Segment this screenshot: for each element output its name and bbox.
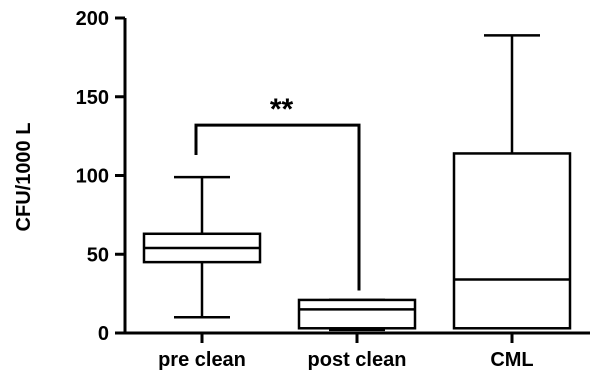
y-tick-label: 200 [76, 8, 109, 30]
y-tick-label: 100 [76, 166, 109, 188]
x-axis: pre clean post clean CML [125, 331, 590, 371]
iqr-box [297, 298, 417, 330]
box-CML [452, 34, 572, 330]
significance-label: ** [270, 93, 294, 126]
significance-bracket [194, 123, 361, 291]
iqr-box [452, 152, 572, 330]
x-category-label: CML [490, 349, 533, 371]
significance-annotation: ** [194, 93, 361, 291]
y-axis: 0 50 100 150 200 [76, 8, 127, 345]
box-pre-clean [142, 175, 262, 319]
y-axis-title: CFU/1000 L [13, 123, 35, 232]
y-tick-label: 0 [98, 323, 109, 345]
box-series [142, 34, 572, 332]
x-category-label: post clean [308, 349, 407, 371]
box-post-clean [297, 298, 417, 332]
y-tick-label: 150 [76, 87, 109, 109]
x-category-label: pre clean [158, 349, 246, 371]
y-tick-label: 50 [87, 244, 109, 266]
